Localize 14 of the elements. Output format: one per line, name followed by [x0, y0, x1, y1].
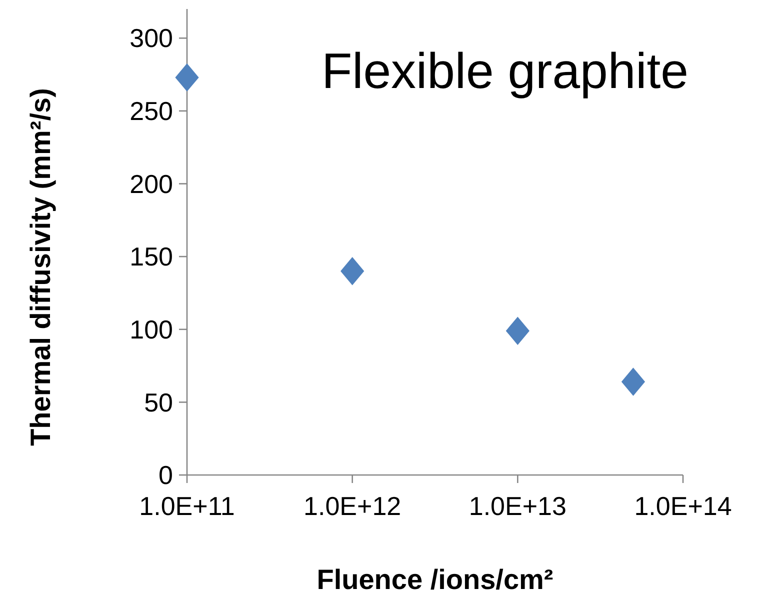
y-tick-label: 200: [130, 168, 173, 199]
x-tick-label: 1.0E+12: [304, 491, 402, 521]
x-tick-label: 1.0E+13: [468, 491, 566, 521]
x-tick-label: 1.0E+14: [634, 491, 732, 521]
text: Flexible graphite: [322, 43, 688, 99]
y-tick-label: 50: [144, 387, 173, 418]
x-tick-label: 1.0E+11: [139, 491, 235, 521]
y-axis-title: Thermal diffusivity (mm²/s): [25, 88, 56, 446]
y-tick-label: 300: [130, 23, 173, 54]
y-tick-label: 150: [130, 242, 173, 272]
y-tick-label: 250: [130, 96, 173, 126]
x-axis-title: Fluence /ions/cm²: [316, 564, 554, 595]
y-tick-label: 0: [158, 460, 173, 490]
y-tick-label: 100: [130, 314, 173, 344]
